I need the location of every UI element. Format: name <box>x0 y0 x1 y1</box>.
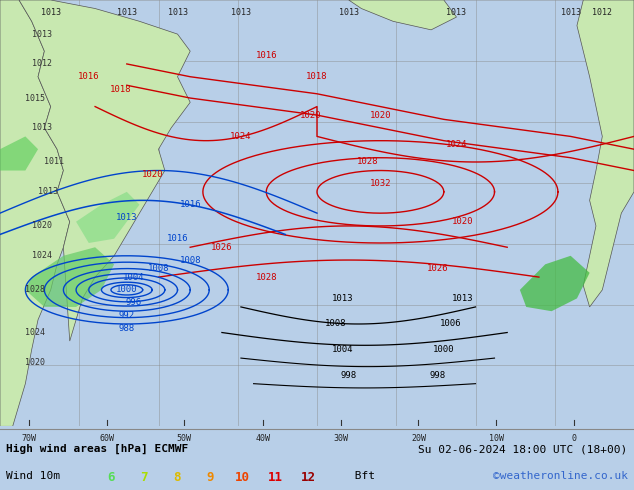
Text: 1012: 1012 <box>32 59 52 69</box>
Text: 1020: 1020 <box>32 221 52 230</box>
Text: Wind 10m: Wind 10m <box>6 471 60 481</box>
Text: 1032: 1032 <box>370 179 391 188</box>
Polygon shape <box>577 0 634 307</box>
Text: 1013: 1013 <box>116 213 138 222</box>
Text: 998: 998 <box>429 370 446 380</box>
Text: 0: 0 <box>571 434 576 443</box>
Text: 1000: 1000 <box>116 285 138 294</box>
Text: 50W: 50W <box>176 434 191 443</box>
Text: 1000: 1000 <box>433 345 455 354</box>
Text: 1008: 1008 <box>148 264 169 273</box>
Text: 1024: 1024 <box>32 251 52 260</box>
Text: 1013: 1013 <box>446 8 467 17</box>
Text: 996: 996 <box>125 298 141 307</box>
Text: 1013: 1013 <box>452 294 474 303</box>
Text: 1013: 1013 <box>560 8 581 17</box>
Text: 1026: 1026 <box>211 243 233 252</box>
Text: 30W: 30W <box>333 434 349 443</box>
Text: 1013: 1013 <box>231 8 251 17</box>
Text: 1013: 1013 <box>339 8 359 17</box>
Text: 1016: 1016 <box>78 72 100 81</box>
Text: 1012: 1012 <box>592 8 612 17</box>
Polygon shape <box>76 192 139 243</box>
Text: 1013: 1013 <box>38 187 58 196</box>
Text: 11: 11 <box>268 471 283 484</box>
Text: 1020: 1020 <box>300 111 321 120</box>
Text: 998: 998 <box>340 370 357 380</box>
Polygon shape <box>25 247 114 307</box>
Text: 1004: 1004 <box>332 345 353 354</box>
Text: 992: 992 <box>119 311 135 320</box>
Text: 1020: 1020 <box>141 171 163 179</box>
Text: 1016: 1016 <box>256 51 277 60</box>
Text: 1006: 1006 <box>439 319 461 328</box>
Polygon shape <box>349 0 456 30</box>
Text: 1028: 1028 <box>357 157 378 167</box>
Polygon shape <box>0 0 70 426</box>
Text: 1013: 1013 <box>167 8 188 17</box>
Text: 40W: 40W <box>256 434 271 443</box>
Text: 1011: 1011 <box>44 157 65 167</box>
Text: 1016: 1016 <box>167 234 188 243</box>
Text: 1028: 1028 <box>25 285 46 294</box>
Text: 1024: 1024 <box>230 132 252 141</box>
Text: 1013: 1013 <box>32 29 52 39</box>
Text: 7: 7 <box>140 471 148 484</box>
Text: 10: 10 <box>235 471 250 484</box>
Text: 1013: 1013 <box>117 8 137 17</box>
Text: 1008: 1008 <box>325 319 347 328</box>
Text: 20W: 20W <box>411 434 426 443</box>
Text: 1016: 1016 <box>179 200 201 209</box>
Text: 1024: 1024 <box>446 141 467 149</box>
Text: 1020: 1020 <box>452 217 474 226</box>
Text: 10W: 10W <box>489 434 504 443</box>
Polygon shape <box>19 0 190 341</box>
Text: 1015: 1015 <box>25 94 46 102</box>
Text: 12: 12 <box>301 471 316 484</box>
Text: 6: 6 <box>107 471 115 484</box>
Text: Bft: Bft <box>348 471 375 481</box>
Text: 1024: 1024 <box>25 328 46 337</box>
Text: 9: 9 <box>206 471 214 484</box>
Text: High wind areas [hPa] ECMWF: High wind areas [hPa] ECMWF <box>6 444 188 454</box>
Text: 1026: 1026 <box>427 264 448 273</box>
Text: 70W: 70W <box>21 434 36 443</box>
Text: ©weatheronline.co.uk: ©weatheronline.co.uk <box>493 471 628 481</box>
Polygon shape <box>0 136 38 171</box>
Text: 1028: 1028 <box>256 272 277 282</box>
Text: 1008: 1008 <box>179 256 201 265</box>
Text: 1020: 1020 <box>370 111 391 120</box>
Polygon shape <box>520 256 590 311</box>
Text: Su 02-06-2024 18:00 UTC (18+00): Su 02-06-2024 18:00 UTC (18+00) <box>418 444 628 454</box>
Text: 1013: 1013 <box>41 8 61 17</box>
Text: 1004: 1004 <box>122 272 144 282</box>
Text: 1018: 1018 <box>306 72 328 81</box>
Text: 60W: 60W <box>99 434 114 443</box>
Text: 1018: 1018 <box>110 85 131 94</box>
Text: 1013: 1013 <box>332 294 353 303</box>
Text: 1020: 1020 <box>25 358 46 367</box>
Text: 8: 8 <box>173 471 181 484</box>
Text: 988: 988 <box>119 324 135 333</box>
Text: 1013: 1013 <box>32 123 52 132</box>
